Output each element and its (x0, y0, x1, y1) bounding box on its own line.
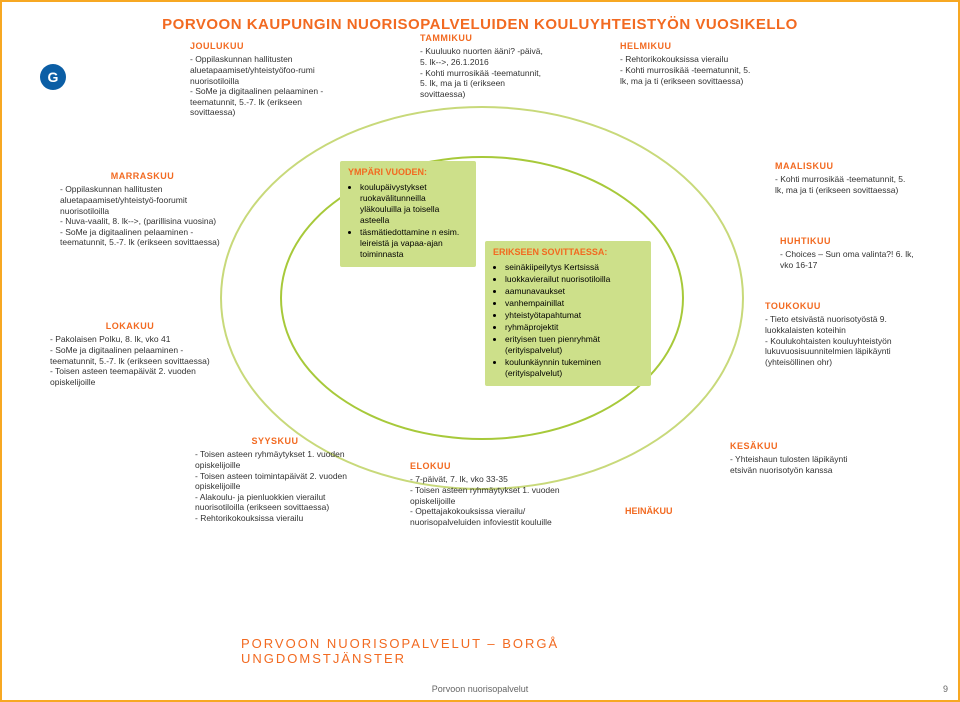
month-joulukuu: JOULUKUU - Oppilaskunnan hallitusten alu… (190, 41, 340, 118)
month-elokuu: ELOKUU - 7-päivät, 7. lk, vko 33-35 - To… (410, 461, 560, 527)
month-helmikuu: HELMIKUU - Rehtorikokouksissa vierailu -… (620, 41, 760, 86)
page-number: 9 (943, 684, 948, 694)
erikseen-list: seinäkiipeilytys Kertsissä luokkavierail… (493, 262, 643, 379)
month-kesakuu: KESÄKUU - Yhteishaun tulosten läpikäynti… (730, 441, 870, 476)
month-huhtikuu: HUHTIKUU - Choices – Sun oma valinta?! 6… (780, 236, 920, 271)
month-maaliskuu: MAALISKUU - Kohti murrosikää -teematunni… (775, 161, 915, 196)
footer-center: Porvoon nuorisopalvelut (2, 684, 958, 694)
footer-brand: PORVOON NUORISOPALVELUT – BORGÅ UNGDOMST… (241, 636, 719, 666)
month-tammikuu: TAMMIKUU - Kuuluuko nuorten ääni? -päivä… (420, 33, 550, 99)
box-erikseen-sovittaessa: ERIKSEEN SOVITTAESSA: seinäkiipeilytys K… (485, 241, 651, 386)
ympari-list: koulupäivystykset ruokavälitunneilla ylä… (348, 182, 468, 260)
page-frame: PORVOON KAUPUNGIN NUORISOPALVELUIDEN KOU… (0, 0, 960, 702)
year-wheel: JOULUKUU - Oppilaskunnan hallitusten alu… (40, 41, 920, 601)
month-marraskuu: MARRASKUU - Oppilaskunnan hallitusten al… (60, 171, 225, 248)
month-lokakuu: LOKAKUU - Pakolaisen Polku, 8. lk, vko 4… (50, 321, 210, 387)
month-toukokuu: TOUKOKUU - Tieto etsivästä nuorisotyöstä… (765, 301, 915, 367)
month-heinakuu: HEINÄKUU (625, 506, 673, 516)
box-ympari-vuoden: YMPÄRI VUODEN: koulupäivystykset ruokavä… (340, 161, 476, 267)
month-syyskuu: SYYSKUU - Toisen asteen ryhmäytykset 1. … (195, 436, 355, 524)
page-title: PORVOON KAUPUNGIN NUORISOPALVELUIDEN KOU… (26, 16, 934, 33)
